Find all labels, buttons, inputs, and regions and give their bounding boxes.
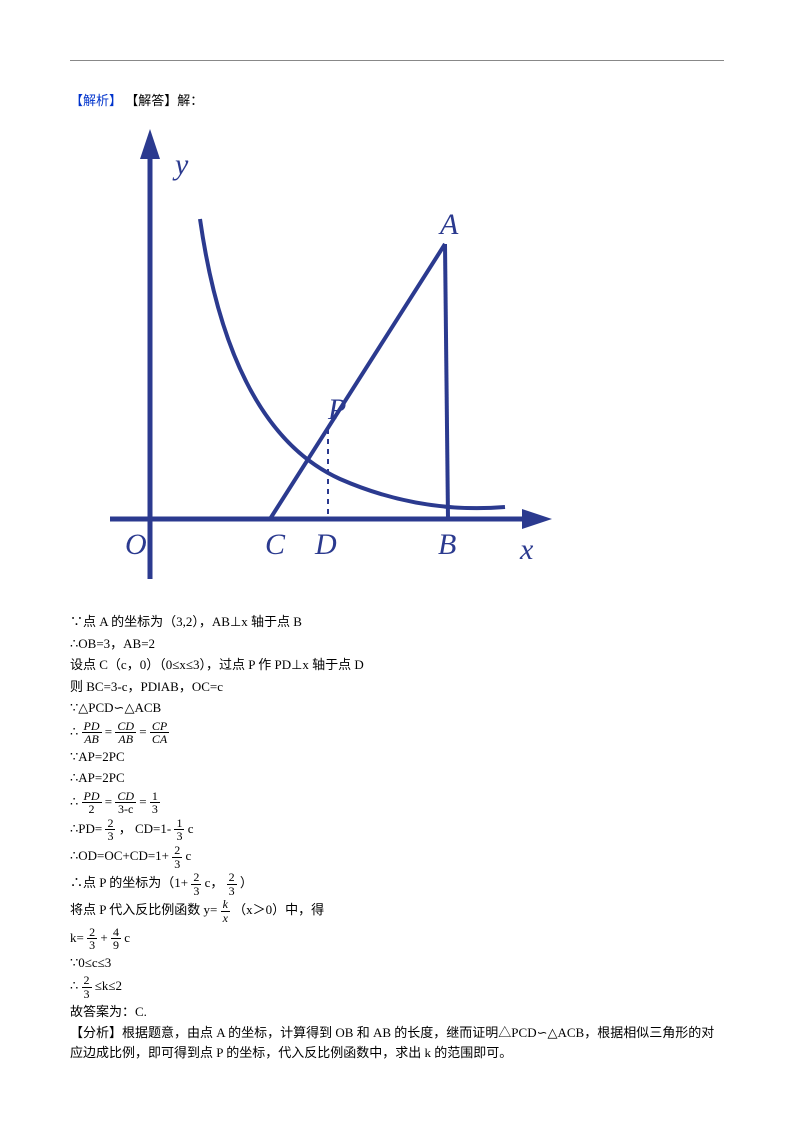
svg-text:C: C <box>265 528 286 561</box>
line-13: ∴点 P 的坐标为（1+ 23 c， 23 ） <box>70 871 724 897</box>
analysis-label: 【解析】 <box>70 93 122 108</box>
equation-6: ∴ PDAB = CDAB = CPCA <box>70 720 724 746</box>
eq10-mid: ， CD=1- <box>119 821 171 836</box>
line-1: ∵点 A 的坐标为（3,2），AB⊥x 轴于点 B <box>70 612 724 632</box>
line-8: ∴AP=2PC <box>70 768 724 788</box>
svg-text:P: P <box>327 393 346 426</box>
line-12: ∴OD=OC+CD=1+ 23 c <box>70 844 724 870</box>
eq10-suf: c <box>188 821 194 836</box>
svg-text:x: x <box>519 533 534 566</box>
solution-heading: 【解析】 【解答】解： <box>70 91 724 111</box>
line-7: ∵AP=2PC <box>70 747 724 767</box>
line-4: 则 BC=3-c，PD‖AB，OC=c <box>70 677 724 697</box>
equation-10: ∴PD= 23 ， CD=1- 13 c <box>70 817 724 843</box>
line-14: 将点 P 代入反比例函数 y= kx （x＞0）中，得 <box>70 898 724 924</box>
line-2: ∴OB=3，AB=2 <box>70 634 724 654</box>
eq6-prefix: ∴ <box>70 724 78 739</box>
svg-text:y: y <box>172 148 189 181</box>
svg-text:A: A <box>438 208 459 241</box>
line-19: 【分析】根据题意，由点 A 的坐标，计算得到 OB 和 AB 的长度，继而证明△… <box>70 1023 724 1062</box>
answer-label: 【解答】解： <box>125 93 203 108</box>
line-15: k= 23 + 49 c <box>70 926 724 952</box>
eq9-prefix: ∴ <box>70 794 78 809</box>
line-3: 设点 C（c，0）（0≤x≤3），过点 P 作 PD⊥x 轴于点 D <box>70 655 724 675</box>
svg-text:D: D <box>314 528 337 561</box>
line-16: ∵0≤c≤3 <box>70 953 724 973</box>
eq10-prefix: ∴PD= <box>70 821 102 836</box>
coordinate-diagram: y O C D B x A P <box>90 119 724 605</box>
line-18: 故答案为：C. <box>70 1002 724 1022</box>
svg-text:O: O <box>125 528 147 561</box>
equation-9: ∴ PD2 = CD3-c = 13 <box>70 790 724 816</box>
svg-text:B: B <box>438 528 456 561</box>
page-top-rule <box>70 60 724 61</box>
line-5: ∵△PCD∽△ACB <box>70 698 724 718</box>
line-17: ∴ 23 ≤k≤2 <box>70 974 724 1000</box>
